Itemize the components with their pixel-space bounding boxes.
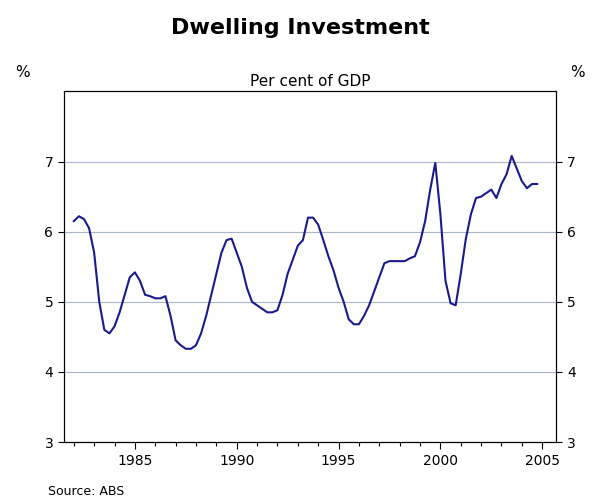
Text: Dwelling Investment: Dwelling Investment: [170, 18, 430, 38]
Title: Per cent of GDP: Per cent of GDP: [250, 74, 370, 89]
Text: Source: ABS: Source: ABS: [48, 485, 124, 498]
Text: %: %: [571, 65, 585, 80]
Text: %: %: [15, 65, 29, 80]
